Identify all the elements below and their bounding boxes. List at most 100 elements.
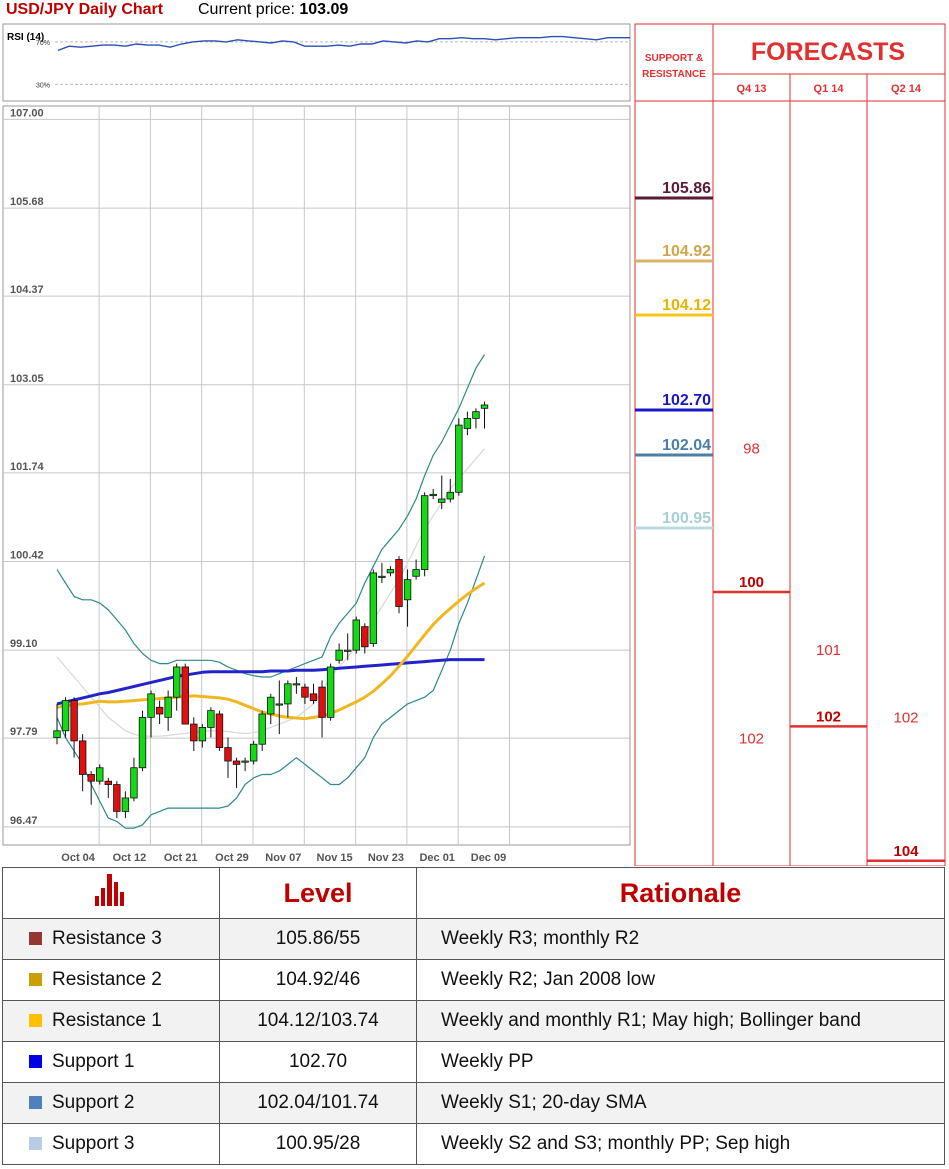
candle-body	[343, 649, 352, 652]
candle-body	[301, 686, 309, 698]
candle-body	[438, 498, 446, 503]
forecast-column-label: Q1 14	[814, 83, 845, 95]
candle	[113, 781, 121, 819]
forecasts-title: FORECASTS	[751, 38, 905, 66]
level-row: Support 1 102.70 Weekly PP	[2, 1041, 945, 1083]
candle-body	[232, 760, 241, 765]
candle	[121, 791, 130, 819]
x-tick-label: Nov 15	[317, 852, 353, 864]
level-row: Support 3 100.95/28 Weekly S2 and S3; mont…	[2, 1123, 945, 1165]
y-tick-label: 105.68	[10, 196, 44, 208]
bollinger-lower-line	[56, 555, 486, 829]
candle-body	[138, 716, 147, 769]
level-name-cell: Resistance 2	[2, 959, 220, 1001]
candle-body	[121, 797, 130, 812]
forecast-min-label: 101	[816, 642, 841, 659]
candle-body	[96, 767, 104, 782]
candle	[463, 411, 472, 436]
level-value-cell: 100.95/28	[219, 1123, 417, 1165]
bar-chart-icon-graphic	[95, 873, 124, 906]
candle	[318, 680, 326, 738]
candle	[275, 680, 283, 735]
candle-body	[61, 700, 70, 732]
candle-body	[181, 666, 189, 725]
y-tick-label: 107.00	[10, 107, 44, 119]
level-value-cell: 104.12/103.74	[219, 1000, 417, 1042]
x-tick-label: Nov 23	[368, 852, 404, 864]
forecast-median-label: 102	[816, 708, 841, 725]
level-name: Support 2	[29, 1092, 134, 1114]
candle-body	[352, 619, 360, 651]
level-rationale-cell: Weekly R2; Jan 2008 low	[416, 959, 945, 1001]
candle-body	[326, 666, 335, 718]
level-name-text: Support 3	[52, 1133, 135, 1154]
candle	[292, 677, 301, 694]
candle	[472, 408, 480, 429]
level-color-swatch	[29, 1055, 42, 1068]
candle-body	[446, 491, 454, 500]
level-row: Resistance 1 104.12/103.74 Weekly and mont…	[2, 1000, 945, 1042]
y-tick-label: 101.74	[10, 461, 45, 473]
candle-body	[378, 575, 386, 578]
y-tick-label: 103.05	[10, 373, 44, 385]
candle	[241, 757, 249, 772]
candle-body	[386, 569, 395, 574]
level-rationale-cell: Weekly S2 and S3; monthly PP; Sep high	[416, 1123, 945, 1165]
candle	[369, 569, 378, 647]
candle-body	[215, 713, 224, 748]
candle	[78, 734, 87, 792]
forecast-min-label: 98	[743, 441, 760, 458]
candle	[70, 697, 78, 758]
forecast-frame	[634, 23, 946, 866]
level-row: Resistance 2 104.92/46 Weekly R2; Jan 2008…	[2, 959, 945, 1001]
level-name: Support 3	[29, 1133, 134, 1155]
candle	[104, 777, 112, 798]
candle-body	[412, 569, 420, 577]
level-row: Support 2 102.04/101.74 Weekly S1; 20-day …	[2, 1082, 945, 1124]
y-tick-label: 96.47	[10, 815, 38, 827]
candle-body	[172, 666, 181, 698]
x-tick-label: Dec 01	[419, 852, 454, 864]
rsi-panel: RSI (14)70% 30%	[2, 23, 631, 102]
candle-body	[130, 767, 138, 799]
candle-body	[309, 693, 318, 701]
candle	[215, 710, 224, 751]
candle	[412, 559, 420, 580]
level-name-cell: Resistance 1	[2, 1000, 220, 1042]
candle-body	[147, 693, 155, 718]
level-color-swatch	[29, 973, 42, 986]
candle-body	[472, 411, 480, 419]
current-price: Current price: 103.09	[198, 1, 348, 19]
candle	[96, 764, 104, 785]
level-name: Resistance 1	[29, 1010, 162, 1032]
candle	[284, 680, 292, 718]
candle-body	[164, 696, 172, 718]
level-name-text: Support 1	[52, 1051, 135, 1072]
bollinger-upper-line	[56, 354, 486, 678]
sma-blue-line	[56, 658, 485, 706]
candle-body	[292, 683, 301, 686]
candle	[267, 693, 275, 725]
candle	[147, 690, 155, 738]
level-value-cell: 104.92/46	[219, 959, 417, 1001]
level-name: Resistance 3	[29, 928, 162, 950]
candle	[455, 418, 463, 496]
forecast-column-label: Q2 14	[891, 83, 922, 95]
level-color-swatch	[29, 932, 42, 945]
level-name-cell: Support 3	[2, 1123, 220, 1165]
candle-body	[113, 784, 121, 812]
candle-body	[284, 683, 292, 705]
level-name: Resistance 2	[29, 969, 162, 991]
candle-body	[403, 579, 412, 601]
candle	[343, 633, 352, 661]
candle-body	[249, 743, 258, 762]
candle	[335, 643, 343, 664]
candle-body	[429, 493, 437, 497]
x-tick-label: Oct 12	[113, 852, 147, 864]
candle	[61, 697, 70, 738]
current-price-value: 103.09	[299, 1, 349, 18]
forecast-min-label: 102	[893, 709, 918, 726]
candle-body	[70, 700, 78, 742]
candle	[301, 683, 309, 704]
forecast-column-label: Q4 13	[737, 83, 767, 95]
